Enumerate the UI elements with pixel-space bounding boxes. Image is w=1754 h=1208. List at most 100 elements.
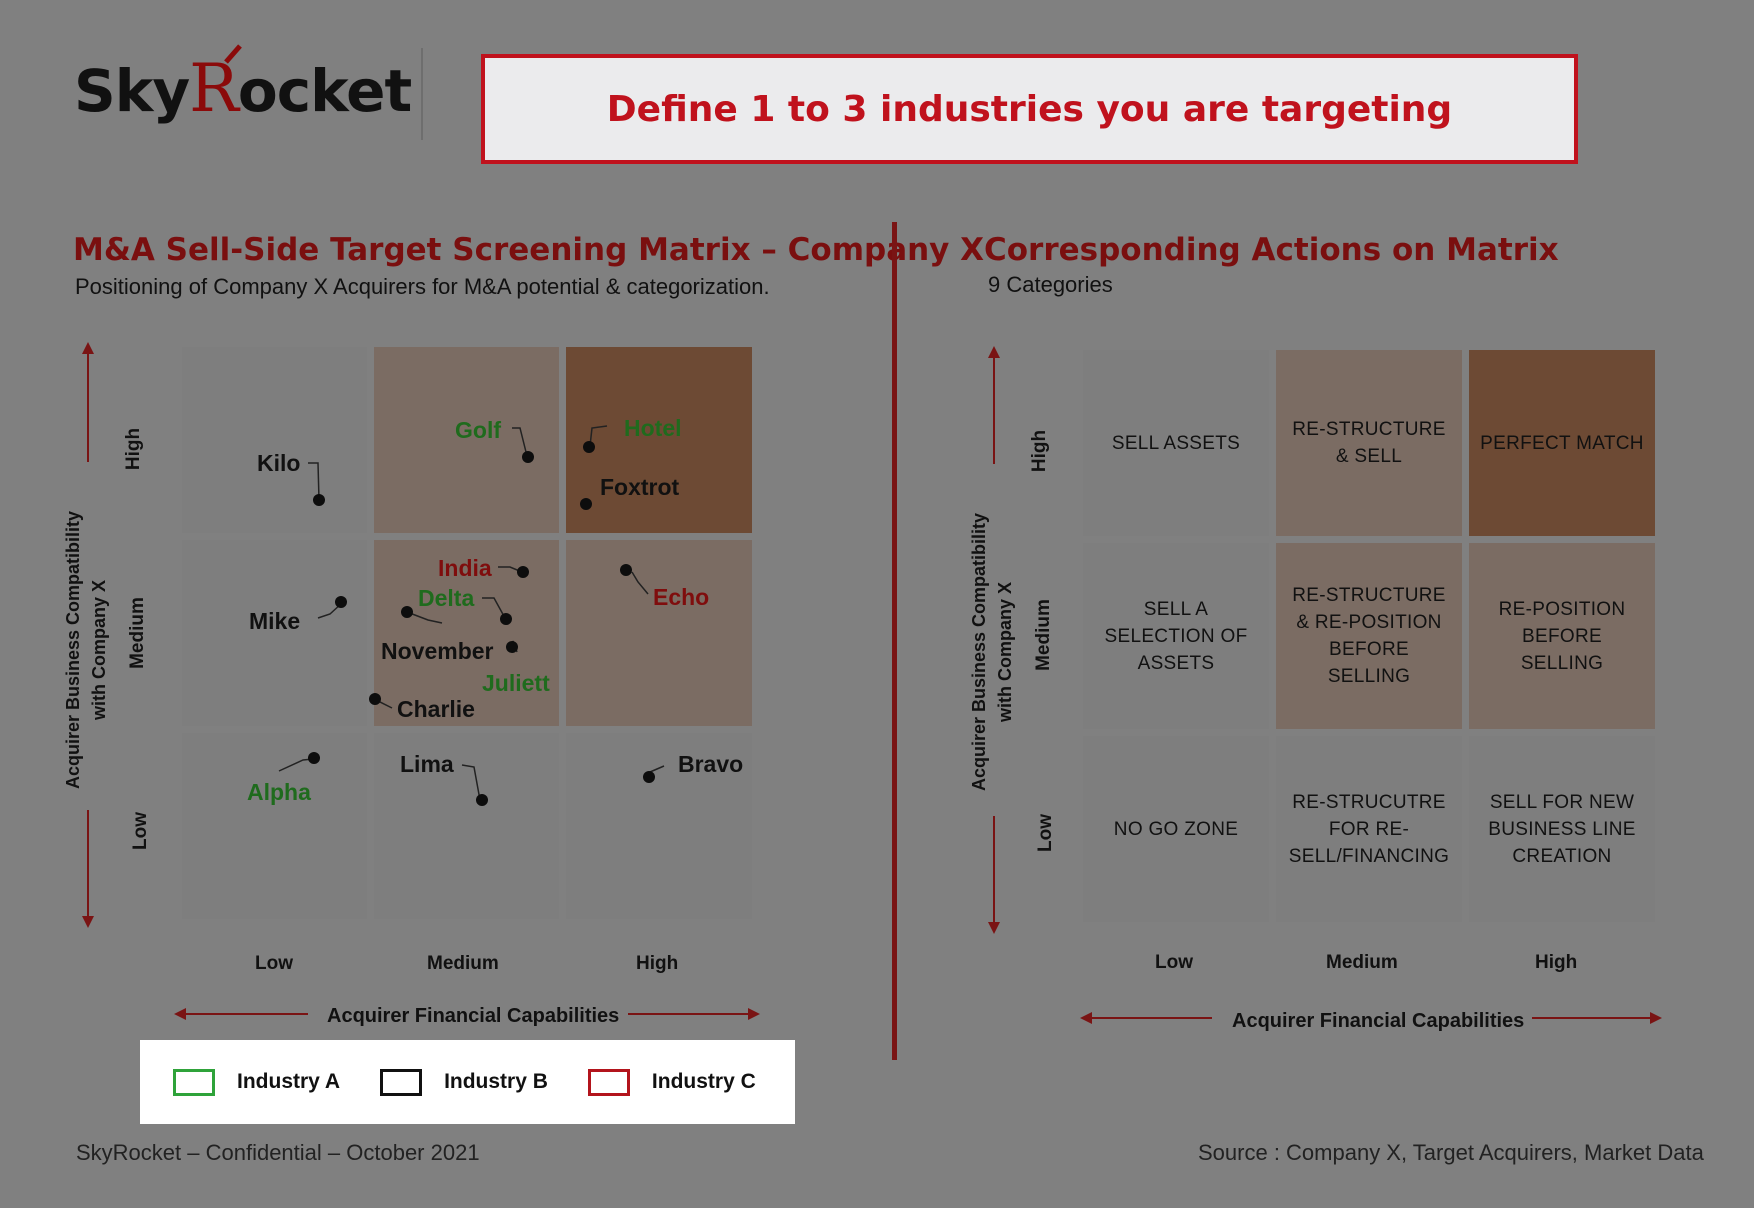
mike-dot (335, 596, 347, 608)
delta-start-dot (401, 606, 413, 618)
left-x-level-medium: Medium (427, 953, 499, 974)
legend-label-b: Industry B (444, 1070, 548, 1093)
hotel-dot (583, 441, 595, 453)
matrix-cell-high-medium (374, 347, 559, 533)
company-bravo: Bravo (678, 751, 744, 777)
right-y-axis-title-line2: with Company X (995, 582, 1015, 723)
action-reposition: RE-POSITION BEFORE SELLING (1498, 598, 1626, 674)
industry-legend: Industry A Industry B Industry C (140, 1040, 795, 1124)
company-hotel: Hotel (624, 415, 682, 441)
foxtrot-dot (580, 498, 592, 510)
company-india: India (438, 555, 492, 581)
right-y-axis-arrow (988, 346, 1000, 934)
right-panel-subtitle: 9 Categories (988, 272, 1113, 297)
legend-label-a: Industry A (237, 1070, 341, 1093)
action-sell-assets: SELL ASSETS (1111, 432, 1241, 454)
company-november: November (381, 638, 494, 664)
right-x-axis-arrow (1080, 1012, 1662, 1024)
action-cell-low-high: SELL FOR NEW BUSINESS LINE CREATION (1469, 736, 1655, 922)
right-y-level-medium: Medium (1032, 599, 1054, 671)
action-cell-high-high: PERFECT MATCH (1469, 350, 1655, 536)
logo-r: R (189, 50, 239, 127)
company-charlie: Charlie (397, 696, 475, 722)
matrix-cell-medium-low (182, 540, 367, 726)
matrix-cell-low-medium (374, 733, 559, 919)
golf-leader-line (512, 427, 528, 457)
matrix-cell-low-high (566, 733, 752, 919)
left-y-axis-arrow (82, 342, 94, 928)
echo-leader-line (631, 571, 649, 595)
legend-swatch-a (173, 1068, 215, 1096)
action-cell-high-low: SELL ASSETS (1083, 350, 1269, 536)
action-cell-medium-medium: RE-STRUCTURE & RE-POSITION BEFORE SELLIN… (1276, 543, 1462, 729)
matrix-cell-low-low (182, 733, 367, 919)
company-echo: Echo (653, 584, 710, 610)
charlie-dot (369, 693, 381, 705)
india-dot (517, 566, 529, 578)
logo-accent-mark (224, 44, 242, 64)
right-y-axis-title-line1: Acquirer Business Compatibility (969, 512, 989, 792)
action-cell-low-medium: RE-STRUCUTRE FOR RE-SELL/FINANCING (1276, 736, 1462, 922)
left-panel-subtitle: Positioning of Company X Acquirers for M… (75, 274, 770, 299)
hotel-leader-line (589, 425, 608, 447)
company-alpha: Alpha (247, 779, 311, 805)
matrix-cell-high-low (182, 347, 367, 533)
banner-text: Define 1 to 3 industries you are targeti… (606, 88, 1453, 130)
left-x-level-low: Low (255, 953, 293, 974)
matrix-cell-high-high (566, 347, 752, 533)
right-y-level-high: High (1029, 429, 1051, 473)
action-cell-low-low: NO GO ZONE (1083, 736, 1269, 922)
november-leader-line (406, 611, 443, 624)
bravo-leader-line (649, 765, 665, 773)
right-x-level-high: High (1535, 952, 1578, 973)
legend-swatch-c (587, 1068, 630, 1096)
right-panel-title: Corresponding Actions on Matrix (984, 232, 1559, 268)
action-sell-selection: SELL A SELECTION OF ASSETS (1104, 598, 1248, 674)
action-perfect-match: PERFECT MATCH (1480, 432, 1644, 454)
right-x-level-low: Low (1155, 952, 1193, 973)
right-x-axis-title: Acquirer Financial Capabilities (1232, 1010, 1525, 1032)
company-juliett: Juliett (482, 670, 550, 696)
action-no-go-zone: NO GO ZONE (1113, 818, 1239, 840)
left-panel-title: M&A Sell-Side Target Screening Matrix – … (73, 232, 985, 268)
company-foxtrot: Foxtrot (600, 474, 680, 500)
right-y-level-low: Low (1035, 814, 1056, 852)
action-cell-medium-high: RE-POSITION BEFORE SELLING (1469, 543, 1655, 729)
right-x-level-medium: Medium (1326, 952, 1398, 973)
action-cell-high-medium: RE-STRUCTURE & SELL (1276, 350, 1462, 536)
company-lima: Lima (400, 751, 454, 777)
alpha-dot (308, 752, 320, 764)
lima-dot (476, 794, 488, 806)
legend-swatch-b (380, 1068, 423, 1096)
legend-industry-a: Industry A (173, 1068, 341, 1096)
echo-dot (620, 564, 632, 576)
action-restructure-resell: RE-STRUCUTRE FOR RE-SELL/FINANCING (1288, 791, 1450, 867)
company-delta: Delta (418, 585, 475, 611)
november-dot (506, 641, 518, 653)
left-x-axis-arrow (174, 1008, 760, 1020)
logo-prefix: Sky (74, 57, 190, 125)
matrix-cell-medium-high (566, 540, 752, 726)
delta-dot (500, 613, 512, 625)
company-golf: Golf (455, 417, 501, 443)
action-new-business-line: SELL FOR NEW BUSINESS LINE CREATION (1488, 791, 1636, 867)
alpha-leader-line (278, 758, 314, 772)
bravo-dot (643, 771, 655, 783)
footer-confidential: SkyRocket – Confidential – October 2021 (76, 1140, 480, 1165)
right-y-axis-title: Acquirer Business Compatibility with Com… (966, 502, 1026, 802)
lima-leader-line (461, 764, 481, 801)
legend-industry-c: Industry C (587, 1068, 756, 1096)
company-mike: Mike (249, 608, 301, 634)
logo-suffix: ocket (237, 57, 412, 125)
golf-dot (522, 451, 534, 463)
instruction-banner: Define 1 to 3 industries you are targeti… (481, 54, 1578, 164)
action-restructure-sell: RE-STRUCTURE & SELL (1292, 419, 1446, 467)
logo-divider (421, 48, 423, 140)
action-restructure-reposition: RE-STRUCTURE & RE-POSITION BEFORE SELLIN… (1292, 585, 1446, 687)
footer-source: Source : Company X, Target Acquirers, Ma… (1198, 1140, 1704, 1165)
left-x-axis-title: Acquirer Financial Capabilities (327, 1005, 620, 1027)
center-divider (892, 222, 897, 1060)
action-cell-medium-low: SELL A SELECTION OF ASSETS (1083, 543, 1269, 729)
kilo-dot (313, 494, 325, 506)
